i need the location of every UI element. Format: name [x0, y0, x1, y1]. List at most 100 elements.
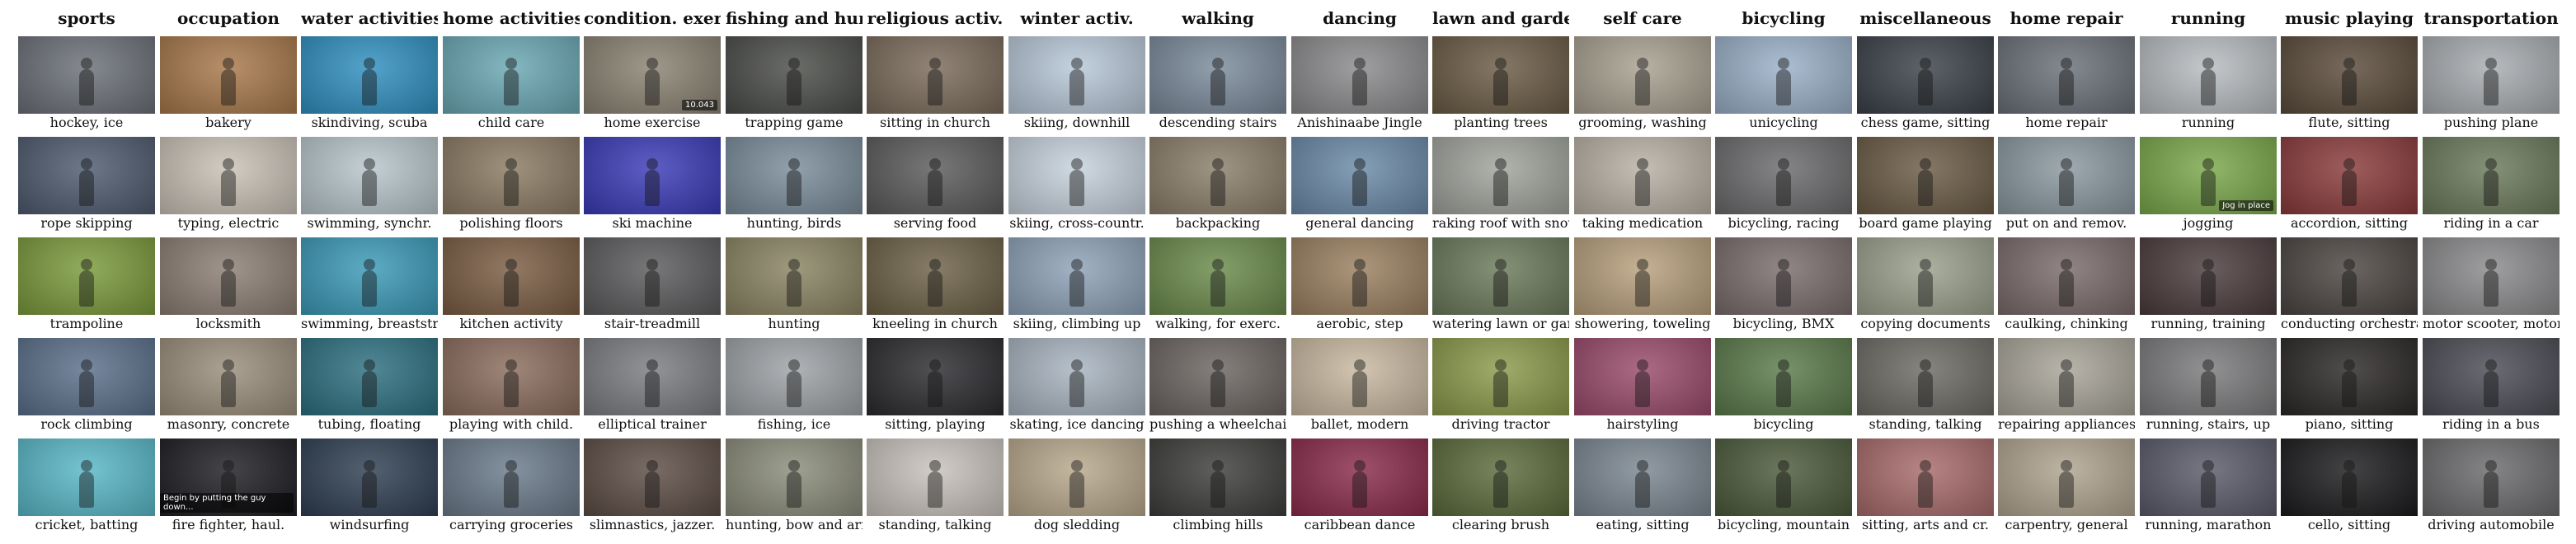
- category-header: condition. exerc.: [584, 8, 721, 28]
- thumbnail-shading: [1149, 338, 1286, 415]
- activity-cell: flute, sitting: [2281, 36, 2418, 134]
- person-silhouette-icon: [2059, 259, 2074, 307]
- video-frame-thumbnail: [2281, 338, 2418, 415]
- person-silhouette-icon: [2342, 460, 2357, 508]
- video-frame-thumbnail: [1008, 338, 1145, 415]
- activity-caption: climbing hills: [1173, 517, 1263, 532]
- video-frame-thumbnail: [1574, 237, 1711, 315]
- activity-cell: walking, for exerc.: [1149, 237, 1286, 335]
- activity-cell: rope skipping: [18, 137, 155, 234]
- activity-caption: backpacking: [1175, 215, 1261, 231]
- thumbnail-shading: [1715, 237, 1852, 315]
- person-silhouette-icon: [1918, 158, 1933, 206]
- thumbnail-shading: [1998, 137, 2135, 214]
- category-header: self care: [1603, 8, 1682, 28]
- frame-overlay-text: Begin by putting the guy down...: [160, 493, 294, 513]
- activity-cell: caribbean dance: [1291, 438, 1428, 536]
- video-frame-thumbnail: [726, 438, 863, 516]
- person-silhouette-icon: [1210, 158, 1225, 206]
- person-silhouette-icon: [504, 58, 519, 106]
- category-column: self care grooming, washing taking medicat…: [1574, 0, 1711, 532]
- person-silhouette-icon: [1635, 460, 1650, 508]
- video-frame-thumbnail: [1857, 438, 1994, 516]
- activity-caption: swimming, breaststr.: [301, 316, 438, 331]
- person-silhouette-icon: [928, 259, 942, 307]
- person-silhouette-icon: [1352, 359, 1367, 407]
- person-silhouette-icon: [362, 259, 377, 307]
- person-silhouette-icon: [504, 259, 519, 307]
- video-frame-thumbnail: [1998, 36, 2135, 114]
- person-silhouette-icon: [2201, 58, 2216, 106]
- video-frame-thumbnail: [160, 36, 297, 114]
- video-frame-thumbnail: [18, 338, 155, 415]
- video-frame-thumbnail: [1008, 237, 1145, 315]
- person-silhouette-icon: [1918, 359, 1933, 407]
- category-column: bicycling unicycling bicycling, racing bicy…: [1715, 0, 1852, 532]
- thumbnail-shading: [1998, 36, 2135, 114]
- video-frame-thumbnail: [867, 36, 1004, 114]
- person-silhouette-icon: [645, 158, 660, 206]
- activity-cell: skiing, climbing up: [1008, 237, 1145, 335]
- activity-cell: hunting: [726, 237, 863, 335]
- video-frame-thumbnail: [1715, 237, 1852, 315]
- category-header: music playing: [2285, 8, 2414, 28]
- video-frame-thumbnail: [443, 137, 580, 214]
- video-frame-thumbnail: [160, 338, 297, 415]
- person-silhouette-icon: [2342, 359, 2357, 407]
- video-frame-thumbnail: [18, 237, 155, 315]
- activity-cell: serving food: [867, 137, 1004, 234]
- category-column: condition. exerc. 10.043 home exercise ski …: [584, 0, 721, 532]
- activity-cell: skating, ice dancing: [1008, 338, 1145, 435]
- category-column: water activities skindiving, scuba swimmin…: [301, 0, 438, 532]
- video-frame-thumbnail: [1715, 338, 1852, 415]
- activity-cell: running: [2140, 36, 2277, 134]
- thumbnail-shading: [2140, 438, 2277, 516]
- thumbnail-shading: [1574, 36, 1711, 114]
- category-header: religious activ.: [867, 8, 1004, 28]
- activity-cell: bicycling, BMX: [1715, 237, 1852, 335]
- activity-caption: tubing, floating: [317, 416, 421, 432]
- activity-caption: pushing a wheelchair: [1149, 416, 1286, 432]
- thumbnail-shading: [443, 137, 580, 214]
- thumbnail-shading: [443, 36, 580, 114]
- person-silhouette-icon: [1210, 460, 1225, 508]
- activity-cell: standing, talking: [867, 438, 1004, 536]
- activity-cell: sitting in church: [867, 36, 1004, 134]
- thumbnail-shading: [2423, 338, 2560, 415]
- video-frame-thumbnail: [301, 438, 438, 516]
- activity-cell: slimnastics, jazzer.: [584, 438, 721, 536]
- person-silhouette-icon: [645, 460, 660, 508]
- activity-cell: rock climbing: [18, 338, 155, 435]
- activity-caption: showering, toweling: [1574, 316, 1711, 331]
- activity-cell: 10.043 home exercise: [584, 36, 721, 134]
- person-silhouette-icon: [2059, 58, 2074, 106]
- activity-cell: chess game, sitting: [1857, 36, 1994, 134]
- category-column: home activities child care polishing floor…: [443, 0, 580, 532]
- person-silhouette-icon: [221, 259, 236, 307]
- activity-cell: accordion, sitting: [2281, 137, 2418, 234]
- thumbnail-shading: [443, 438, 580, 516]
- video-frame-thumbnail: [1998, 237, 2135, 315]
- person-silhouette-icon: [2342, 259, 2357, 307]
- person-silhouette-icon: [645, 259, 660, 307]
- activity-caption: bicycling: [1753, 416, 1814, 432]
- activity-cell: sitting, arts and cr.: [1857, 438, 1994, 536]
- activity-cell: pushing plane: [2423, 36, 2560, 134]
- thumbnail-shading: [1574, 137, 1711, 214]
- thumbnail-shading: [301, 237, 438, 315]
- category-column: winter activ. skiing, downhill skiing, cro…: [1008, 0, 1145, 532]
- activity-caption: home exercise: [604, 115, 701, 130]
- activity-caption: accordion, sitting: [2290, 215, 2409, 231]
- activity-caption: chess game, sitting: [1860, 115, 1991, 130]
- thumbnail-shading: [1008, 137, 1145, 214]
- activity-cell: board game playing: [1857, 137, 1994, 234]
- video-frame-thumbnail: 10.043: [584, 36, 721, 114]
- category-header: home repair: [2010, 8, 2123, 28]
- activity-caption: kitchen activity: [459, 316, 563, 331]
- video-frame-thumbnail: [1432, 438, 1569, 516]
- activity-caption: motor scooter, motor: [2423, 316, 2560, 331]
- thumbnail-shading: [1291, 438, 1428, 516]
- activity-caption: aerobic, step: [1316, 316, 1403, 331]
- activity-caption: masonry, concrete: [167, 416, 290, 432]
- thumbnail-shading: [867, 36, 1004, 114]
